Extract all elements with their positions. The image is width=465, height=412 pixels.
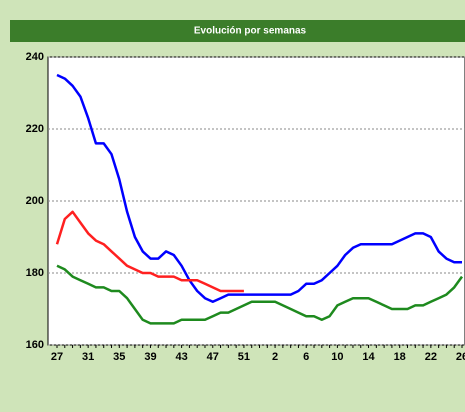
x-tick-label: 18 xyxy=(394,351,406,363)
y-tick-label: 180 xyxy=(26,267,44,279)
x-tick-label: 27 xyxy=(51,351,63,363)
y-tick-label: 160 xyxy=(26,339,44,351)
x-tick-label: 47 xyxy=(207,351,219,363)
x-tick-label: 31 xyxy=(82,351,94,363)
x-tick-label: 10 xyxy=(331,351,343,363)
y-tick-label: 240 xyxy=(26,51,44,63)
x-tick-label: 22 xyxy=(425,351,437,363)
x-tick-label: 14 xyxy=(362,351,375,363)
series-line xyxy=(55,210,244,293)
series-line xyxy=(56,264,464,325)
x-tick-label: 39 xyxy=(144,351,156,363)
chart-title: Evolución por semanas xyxy=(194,26,307,37)
x-tick-label: 51 xyxy=(238,351,250,363)
x-tick-label: 43 xyxy=(175,351,187,363)
y-tick-label: 220 xyxy=(26,123,44,135)
title-bar xyxy=(10,20,465,42)
x-tick-label: 6 xyxy=(303,351,309,363)
series-line xyxy=(56,73,462,304)
x-tick-label: 26 xyxy=(456,351,465,363)
x-tick-label: 2 xyxy=(272,351,278,363)
x-tick-label: 35 xyxy=(113,351,125,363)
y-tick-label: 200 xyxy=(26,195,44,207)
